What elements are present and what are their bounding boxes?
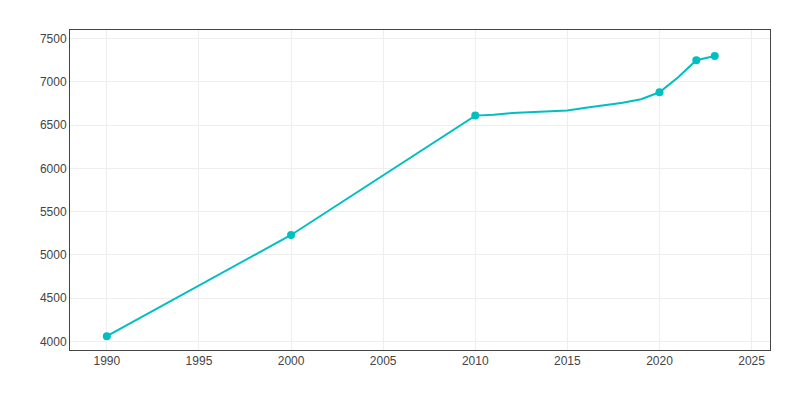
svg-text:6500: 6500 [40,118,67,132]
svg-text:2015: 2015 [554,354,581,368]
svg-text:7000: 7000 [40,75,67,89]
svg-text:2025: 2025 [738,354,765,368]
svg-text:1995: 1995 [186,354,213,368]
svg-text:2010: 2010 [462,354,489,368]
svg-text:5500: 5500 [40,205,67,219]
svg-text:4500: 4500 [40,291,67,305]
svg-text:6000: 6000 [40,162,67,176]
svg-text:1990: 1990 [93,354,120,368]
svg-text:5000: 5000 [40,248,67,262]
svg-text:2020: 2020 [646,354,673,368]
svg-text:2000: 2000 [278,354,305,368]
svg-text:2005: 2005 [370,354,397,368]
svg-text:7500: 7500 [40,32,67,46]
svg-text:4000: 4000 [40,335,67,349]
